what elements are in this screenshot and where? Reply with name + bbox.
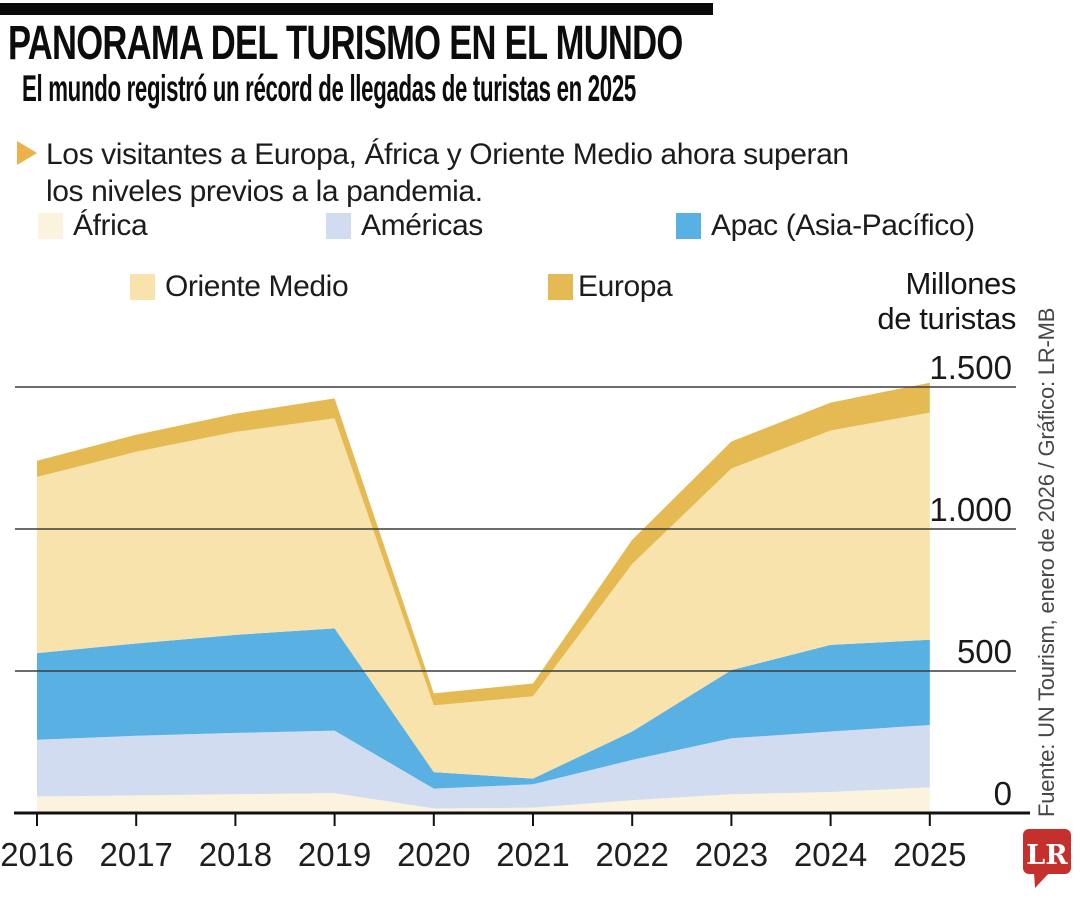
x-tick-label-2024: 2024 bbox=[794, 836, 867, 873]
lr-logo-bubble bbox=[1023, 829, 1071, 874]
legend-item-apac: Apac (Asia-Pacífico) bbox=[676, 209, 975, 242]
y-axis-unit-line-1: Millones bbox=[905, 266, 1016, 301]
area-europa bbox=[37, 382, 930, 706]
highlight-line-1: Los visitantes a Europa, África y Orient… bbox=[46, 138, 849, 171]
source-credit: Fuente: UN Tourism, enero de 2026 / Gráf… bbox=[1034, 307, 1059, 817]
lr-logo: LR bbox=[1023, 829, 1071, 888]
x-tick-label-2023: 2023 bbox=[695, 836, 768, 873]
y-tick-label-0: 0 bbox=[994, 775, 1012, 812]
lr-logo-text: LR bbox=[1026, 840, 1068, 871]
lr-logo-tail bbox=[1034, 872, 1050, 888]
y-axis-unit-label: Millones de turistas bbox=[877, 266, 1016, 336]
page-title: PANORAMA DEL TURISMO EN EL MUNDO bbox=[8, 17, 683, 70]
area-americas bbox=[37, 725, 930, 809]
x-tick-label-2016: 2016 bbox=[0, 836, 73, 873]
x-tick-label-2017: 2017 bbox=[99, 836, 172, 873]
highlight-line-2: los niveles previos a la pandemia. bbox=[46, 175, 483, 208]
legend-label-oriente-medio: Oriente Medio bbox=[165, 270, 349, 303]
y-axis-unit-line-2: de turistas bbox=[877, 301, 1016, 336]
bullet-triangle-icon bbox=[17, 141, 37, 165]
area-africa bbox=[37, 787, 930, 813]
y-tick-label-1-000: 1.000 bbox=[929, 491, 1012, 528]
area-apac-asia-pacifico bbox=[37, 628, 930, 789]
x-tick-label-2019: 2019 bbox=[298, 836, 371, 873]
x-tick-label-2021: 2021 bbox=[496, 836, 569, 873]
x-tick-label-2018: 2018 bbox=[199, 836, 272, 873]
legend-label-americas: Américas bbox=[361, 209, 483, 242]
legend-label-europa: Europa bbox=[578, 270, 673, 303]
highlight-text: Los visitantes a Europa, África y Orient… bbox=[46, 136, 849, 210]
x-tick-label-2022: 2022 bbox=[595, 836, 668, 873]
legend-swatch-africa bbox=[38, 213, 63, 239]
y-tick-label-500: 500 bbox=[957, 633, 1012, 670]
y-tick-label-1-500: 1.500 bbox=[929, 349, 1012, 386]
legend-item-europa: Europa bbox=[548, 270, 673, 303]
legend-swatch-apac bbox=[676, 213, 701, 239]
legend-label-africa: África bbox=[73, 209, 148, 242]
legend-swatch-oriente-medio bbox=[130, 274, 155, 300]
legend-item-americas: Américas bbox=[326, 209, 483, 242]
chart-subtitle: El mundo registró un récord de llegadas … bbox=[22, 68, 636, 109]
area-oriente-medio bbox=[37, 412, 930, 779]
x-tick-label-2025: 2025 bbox=[893, 836, 966, 873]
legend-swatch-americas bbox=[326, 213, 351, 239]
masthead-bar bbox=[0, 3, 713, 15]
legend-label-apac: Apac (Asia-Pacífico) bbox=[711, 209, 975, 242]
legend-swatch-europa bbox=[548, 274, 573, 300]
legend-item-africa: África bbox=[38, 209, 148, 242]
legend-item-oriente-medio: Oriente Medio bbox=[130, 270, 349, 303]
x-tick-label-2020: 2020 bbox=[397, 836, 470, 873]
